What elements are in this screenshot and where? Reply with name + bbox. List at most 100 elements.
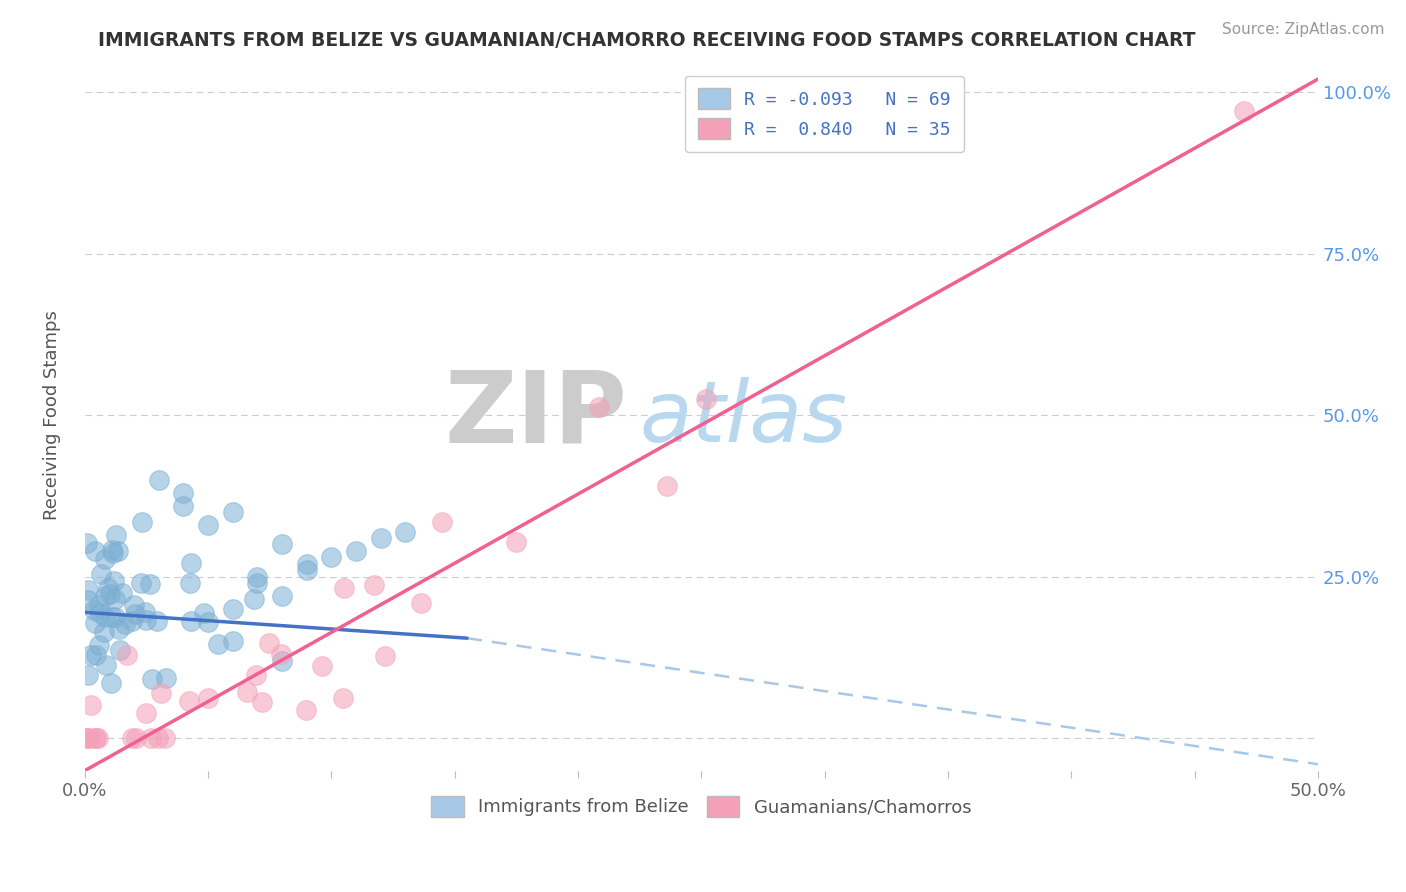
Point [100, 609, 122, 624]
Point [76, 731, 98, 746]
Point [121, 614, 143, 628]
Point [180, 614, 202, 628]
Point [155, 731, 177, 746]
Point [87, 638, 110, 652]
Point [87, 731, 110, 746]
Point [84, 731, 107, 746]
Point [146, 614, 169, 628]
Point [657, 479, 679, 493]
Text: atlas: atlas [640, 377, 848, 460]
Text: Source: ZipAtlas.com: Source: ZipAtlas.com [1222, 22, 1385, 37]
Point [505, 534, 527, 549]
Point [430, 515, 453, 529]
Point [131, 515, 153, 529]
Point [124, 607, 146, 622]
Point [76, 731, 98, 746]
Point [84, 616, 107, 631]
Point [76, 582, 98, 597]
Point [104, 528, 127, 542]
Point [344, 544, 367, 558]
Point [148, 731, 170, 746]
Point [222, 505, 245, 519]
Point [125, 731, 148, 746]
Point [148, 473, 170, 487]
Point [90, 567, 112, 582]
Point [179, 575, 201, 590]
Point [271, 537, 294, 551]
Point [80, 698, 103, 713]
Point [107, 544, 129, 558]
Point [197, 615, 219, 629]
Point [250, 695, 273, 709]
Point [114, 616, 136, 631]
Point [197, 691, 219, 706]
Point [333, 581, 356, 595]
Point [257, 635, 280, 649]
Point [94, 551, 117, 566]
Point [588, 400, 610, 414]
Point [122, 598, 145, 612]
Point [115, 648, 138, 662]
Point [150, 686, 173, 700]
Point [197, 518, 219, 533]
Point [374, 648, 396, 663]
Point [121, 731, 143, 746]
Point [134, 605, 156, 619]
Point [79, 731, 101, 746]
Point [108, 623, 131, 637]
Legend: Immigrants from Belize, Guamanians/Chamorros: Immigrants from Belize, Guamanians/Chamo… [422, 787, 980, 826]
Point [394, 524, 416, 539]
Point [141, 731, 163, 746]
Point [246, 570, 269, 584]
Point [294, 703, 316, 717]
Point [222, 602, 245, 616]
Point [141, 672, 163, 686]
Point [94, 657, 117, 672]
Point [193, 606, 215, 620]
Point [271, 589, 294, 603]
Point [86, 648, 108, 663]
Point [363, 578, 385, 592]
Point [295, 563, 318, 577]
Point [111, 586, 134, 600]
Point [83, 602, 105, 616]
Point [695, 392, 717, 407]
Point [104, 592, 127, 607]
Point [270, 647, 292, 661]
Point [180, 556, 202, 570]
Point [177, 694, 200, 708]
Point [271, 654, 294, 668]
Point [80, 648, 103, 662]
Point [129, 576, 152, 591]
Point [311, 659, 333, 673]
Point [138, 576, 160, 591]
Point [246, 576, 269, 591]
Text: ZIP: ZIP [444, 367, 627, 464]
Point [108, 642, 131, 657]
Point [135, 613, 157, 627]
Point [94, 589, 117, 603]
Point [77, 668, 100, 682]
Point [98, 587, 121, 601]
Point [84, 543, 107, 558]
Point [94, 609, 117, 624]
Y-axis label: Receiving Food Stamps: Receiving Food Stamps [44, 310, 60, 520]
Point [222, 634, 245, 648]
Point [135, 706, 157, 720]
Point [86, 731, 108, 746]
Point [89, 606, 111, 620]
Point [77, 593, 100, 607]
Point [370, 531, 392, 545]
Point [103, 574, 125, 588]
Point [100, 676, 122, 690]
Point [243, 591, 266, 606]
Point [245, 667, 267, 681]
Point [93, 625, 115, 640]
Point [76, 536, 98, 550]
Point [172, 485, 194, 500]
Point [1233, 104, 1256, 119]
Point [332, 691, 354, 706]
Point [172, 499, 194, 513]
Point [236, 684, 259, 698]
Point [321, 550, 343, 565]
